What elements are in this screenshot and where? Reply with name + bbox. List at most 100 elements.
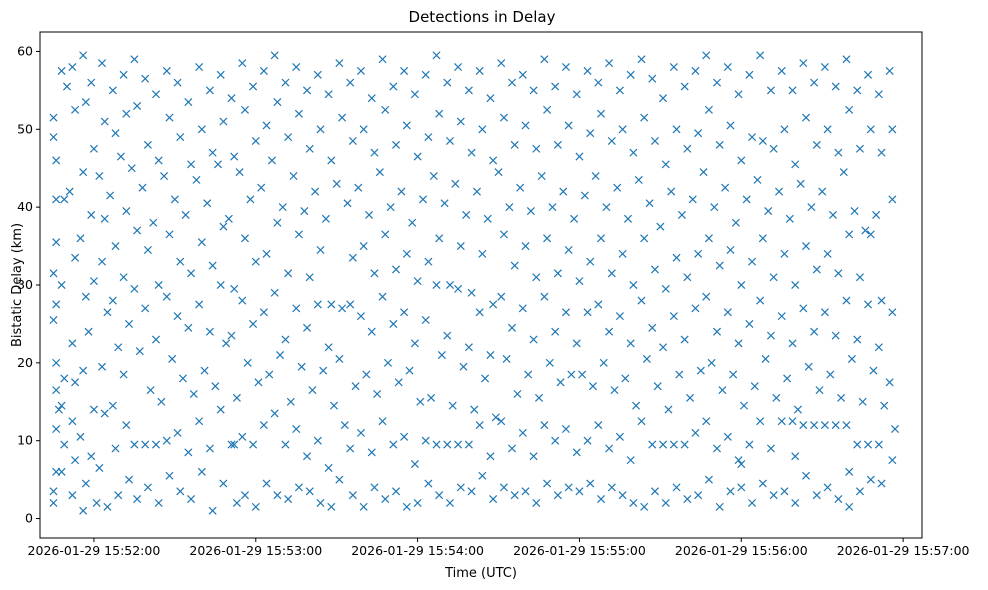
scatter-point	[853, 86, 862, 95]
scatter-point	[526, 207, 535, 216]
scatter-point	[168, 354, 177, 363]
scatter-point	[529, 335, 538, 344]
scatter-point	[791, 452, 800, 461]
scatter-point	[529, 452, 538, 461]
scatter-point	[276, 351, 285, 360]
scatter-point	[486, 351, 495, 360]
scatter-point	[354, 183, 363, 192]
scatter-point	[486, 94, 495, 103]
scatter-point	[89, 405, 98, 414]
scatter-point	[227, 331, 236, 340]
scatter-point	[251, 502, 260, 511]
scatter-point	[284, 269, 293, 278]
scatter-point	[497, 417, 506, 426]
scatter-point	[141, 440, 150, 449]
scatter-point	[367, 448, 376, 457]
scatter-point	[842, 55, 851, 64]
scatter-point	[672, 253, 681, 262]
scatter-point	[629, 148, 638, 157]
scatter-point	[737, 483, 746, 492]
scatter-point	[405, 366, 414, 375]
scatter-point	[340, 421, 349, 430]
scatter-point	[801, 113, 811, 122]
scatter-point	[184, 448, 193, 457]
scatter-point	[157, 397, 166, 406]
scatter-point	[448, 401, 457, 410]
scatter-point	[645, 199, 654, 208]
scatter-point	[640, 502, 649, 511]
scatter-point	[707, 358, 716, 367]
scatter-point	[192, 175, 201, 184]
scatter-point	[543, 479, 552, 488]
scatter-point	[583, 66, 592, 75]
scatter-point	[394, 378, 403, 387]
scatter-point	[294, 230, 303, 239]
scatter-point	[60, 440, 69, 449]
scatter-point	[734, 456, 743, 465]
scatter-point	[607, 269, 616, 278]
scatter-point	[597, 234, 606, 243]
scatter-point	[594, 421, 603, 430]
scatter-point	[251, 136, 260, 146]
scatter-point	[381, 230, 390, 239]
scatter-point	[278, 203, 287, 212]
scatter-point	[462, 210, 471, 219]
scatter-point	[240, 105, 250, 114]
scatter-point	[712, 78, 722, 87]
scatter-point	[472, 187, 481, 196]
scatter-point	[823, 483, 832, 492]
x-axis-label: Time (UTC)	[444, 566, 517, 581]
scatter-point	[629, 498, 638, 507]
scatter-point	[626, 456, 635, 465]
scatter-point	[176, 257, 185, 266]
scatter-point	[734, 339, 743, 348]
scatter-point	[49, 113, 58, 122]
scatter-point	[880, 401, 889, 410]
scatter-point	[456, 483, 465, 492]
scatter-point	[677, 210, 686, 219]
scatter-point	[694, 249, 703, 258]
scatter-point	[65, 187, 74, 196]
scatter-point	[378, 55, 387, 64]
scatter-point	[769, 491, 778, 500]
scatter-point	[837, 393, 846, 402]
y-tick-label: 0	[25, 511, 33, 526]
scatter-point	[435, 109, 444, 118]
scatter-point	[338, 113, 347, 122]
x-tick-label: 2026-01-29 15:56:00	[675, 543, 808, 558]
scatter-point	[553, 140, 562, 149]
scatter-point	[327, 156, 336, 165]
scatter-point	[216, 70, 225, 79]
scatter-point	[116, 152, 125, 161]
scatter-point	[435, 234, 444, 243]
scatter-point	[521, 242, 530, 251]
scatter-point	[238, 296, 247, 305]
scatter-point	[572, 90, 581, 99]
x-tick-label: 2026-01-29 15:57:00	[837, 543, 970, 558]
scatter-point	[648, 323, 657, 332]
scatter-point	[640, 113, 649, 122]
scatter-point	[745, 319, 754, 328]
scatter-point	[122, 109, 131, 118]
scatter-point	[861, 226, 870, 235]
scatter-point	[704, 234, 713, 243]
scatter-point	[483, 214, 492, 223]
scatter-point	[507, 78, 517, 87]
scatter-point	[723, 432, 732, 441]
scatter-point	[718, 386, 727, 395]
scatter-point	[432, 51, 441, 60]
scatter-point	[294, 109, 303, 118]
scatter-point	[618, 125, 627, 134]
scatter-point	[791, 498, 800, 507]
scatter-point	[737, 460, 746, 469]
scatter-point	[335, 354, 344, 363]
scatter-point	[769, 273, 778, 282]
scatter-point	[499, 113, 508, 122]
scatter-point	[402, 121, 411, 130]
scatter-point	[667, 187, 676, 196]
scatter-point	[842, 421, 851, 430]
scatter-point	[551, 82, 560, 91]
scatter-point	[143, 140, 152, 149]
scatter-point	[378, 417, 387, 426]
scatter-point	[378, 292, 387, 301]
